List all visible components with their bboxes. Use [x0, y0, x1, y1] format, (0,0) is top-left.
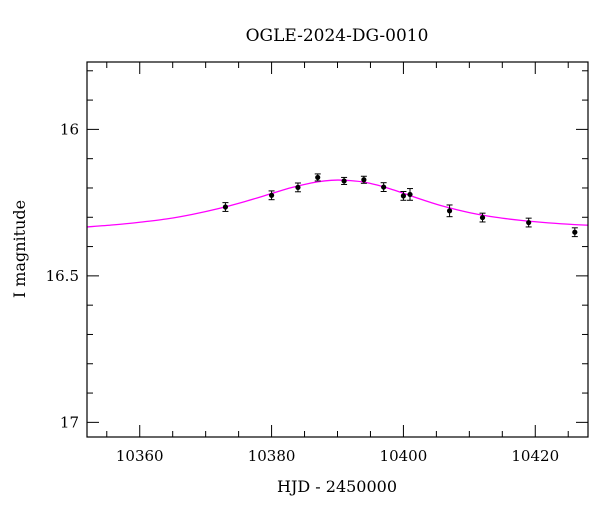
- data-point-marker: [381, 184, 387, 190]
- x-tick-labels: 10360 10380 10400 10420: [116, 447, 559, 465]
- data-point: [360, 175, 367, 184]
- data-point: [380, 182, 387, 192]
- data-point-marker: [315, 174, 321, 181]
- x-tick-label: 10380: [248, 447, 296, 465]
- points-layer: [222, 173, 578, 238]
- data-point: [446, 204, 453, 218]
- minor-ticks: [87, 62, 588, 437]
- data-point: [314, 173, 321, 182]
- x-tick-label: 10360: [116, 447, 164, 465]
- y-tick-label: 16: [60, 120, 79, 138]
- data-point-marker: [222, 204, 229, 210]
- data-point-marker: [295, 184, 301, 190]
- data-point: [525, 217, 532, 228]
- data-point: [571, 227, 578, 238]
- y-axis-label: I magnitude: [10, 200, 29, 298]
- y-tick-labels: 16 16.5 17: [46, 120, 79, 431]
- data-point: [479, 212, 486, 223]
- x-tick-label: 10420: [511, 447, 559, 465]
- data-point-marker: [361, 177, 367, 183]
- model-curve: [86, 179, 589, 228]
- data-point: [268, 190, 275, 201]
- model-layer: [86, 179, 589, 228]
- data-point: [294, 182, 301, 193]
- data-point-marker: [446, 208, 453, 214]
- data-point-marker: [341, 178, 347, 184]
- major-ticks: [87, 62, 588, 437]
- data-point-marker: [479, 214, 486, 221]
- data-point: [407, 188, 414, 201]
- data-point: [400, 190, 407, 201]
- data-point-marker: [526, 219, 532, 226]
- data-point: [222, 202, 229, 212]
- chart-title: OGLE-2024-DG-0010: [246, 26, 429, 46]
- data-point-marker: [268, 192, 275, 198]
- data-point-marker: [572, 229, 578, 235]
- plot-frame: [86, 61, 589, 438]
- data-point: [341, 176, 348, 185]
- y-tick-label: 17: [60, 413, 79, 431]
- data-point-marker: [400, 193, 407, 199]
- x-tick-label: 10400: [380, 447, 428, 465]
- y-tick-label: 16.5: [46, 267, 79, 285]
- x-axis-label: HJD - 2450000: [277, 477, 397, 496]
- data-point-marker: [407, 191, 413, 198]
